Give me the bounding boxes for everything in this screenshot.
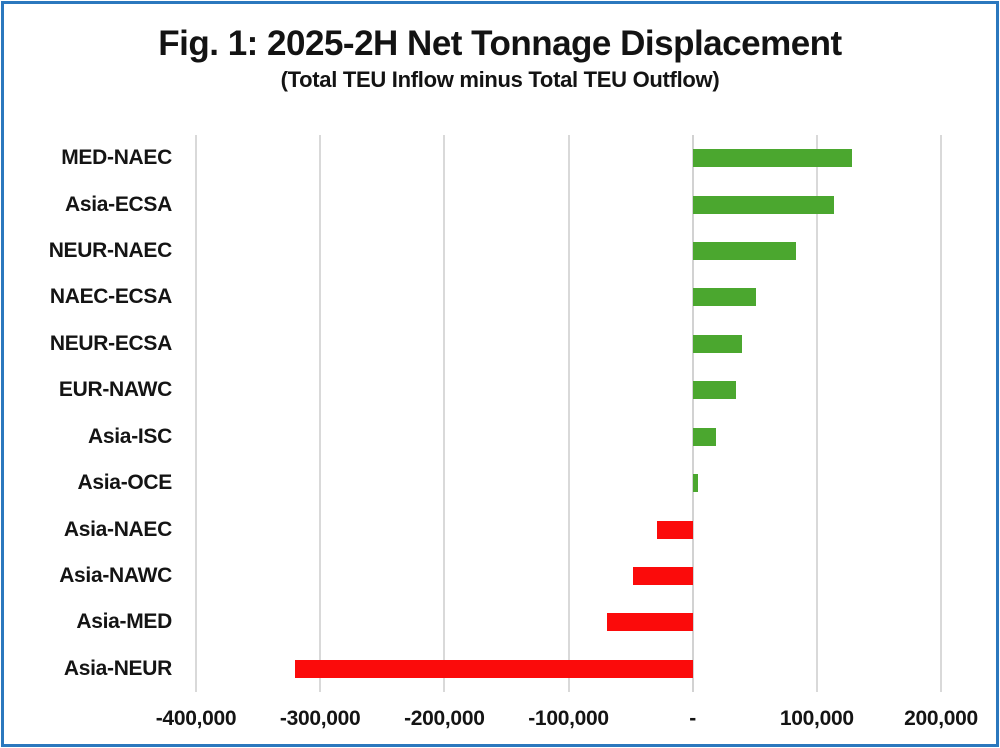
positive-bar-asia-oce <box>692 474 698 493</box>
x-tick-label: -300,000 <box>279 707 361 730</box>
category-label: Asia-NAEC <box>63 517 172 541</box>
gridline <box>567 135 570 692</box>
chart-subtitle: (Total TEU Inflow minus Total TEU Outflo… <box>280 67 720 92</box>
category-label: Asia-ECSA <box>65 192 172 216</box>
category-label: Asia-OCE <box>77 471 173 495</box>
category-label: MED-NAEC <box>61 146 172 170</box>
positive-bar-med-naec <box>692 149 852 168</box>
category-label: Asia-ISC <box>88 424 172 448</box>
x-tick-label: 200,000 <box>904 707 978 730</box>
positive-bar-eur-nawc <box>692 381 737 400</box>
category-label: Asia-NAWC <box>59 563 172 587</box>
positive-bar-naec-ecsa <box>692 288 756 307</box>
chart-title: Fig. 1: 2025-2H Net Tonnage Displacement <box>158 24 842 63</box>
category-label: Asia-NEUR <box>63 656 172 680</box>
negative-bar-asia-neur <box>295 659 693 678</box>
negative-bar-asia-med <box>606 613 693 632</box>
x-tick-label: -200,000 <box>404 707 485 730</box>
x-tick-label: -100,000 <box>528 707 609 730</box>
positive-bar-neur-naec <box>692 242 796 261</box>
gridline <box>940 135 942 692</box>
category-label: EUR-NAWC <box>58 378 172 402</box>
gridline <box>319 135 322 692</box>
negative-bar-asia-nawc <box>633 566 693 585</box>
category-label: Asia-MED <box>76 610 172 634</box>
category-label: NEUR-NAEC <box>48 239 173 263</box>
plot-area <box>195 135 942 692</box>
x-tick-label: -400,000 <box>155 707 237 730</box>
gridline <box>443 135 446 692</box>
category-label: NEUR-ECSA <box>49 331 172 355</box>
positive-bar-asia-ecsa <box>692 195 835 214</box>
zero-gridline <box>691 135 694 692</box>
gridline <box>195 135 197 692</box>
x-tick-label: - <box>689 707 697 730</box>
positive-bar-asia-isc <box>692 427 717 446</box>
x-tick-label: 100,000 <box>779 707 854 730</box>
negative-bar-asia-naec <box>656 520 693 539</box>
gridline <box>815 135 818 692</box>
category-label: NAEC-ECSA <box>49 285 172 309</box>
positive-bar-neur-ecsa <box>692 334 743 353</box>
